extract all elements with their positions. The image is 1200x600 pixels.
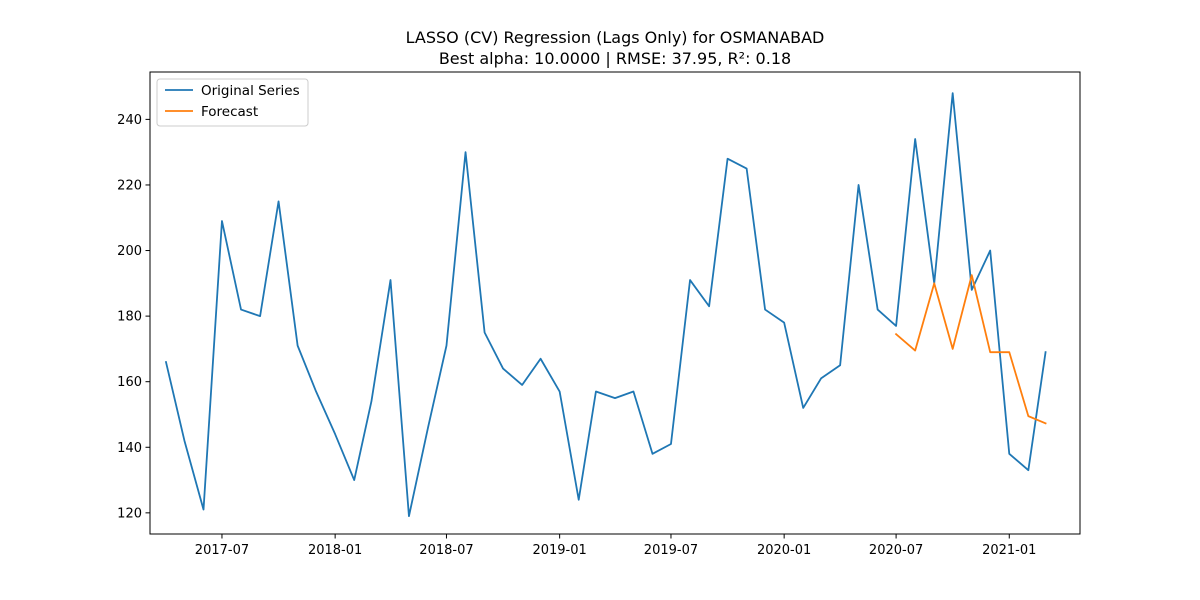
legend-label-original-series: Original Series (201, 83, 300, 99)
legend[interactable]: Original Series Forecast (156, 78, 309, 127)
chart-title: LASSO (CV) Regression (Lags Only) for OS… (406, 28, 825, 47)
x-tick-label: 2018-07 (419, 543, 473, 558)
y-tick-label: 120 (117, 506, 142, 521)
y-tick-label: 160 (117, 375, 142, 390)
x-tick-label: 2021-01 (982, 543, 1036, 558)
y-tick-label: 240 (117, 113, 142, 128)
y-tick-label: 200 (117, 244, 142, 259)
y-tick-label: 180 (117, 310, 142, 325)
series-line-original-series (164, 92, 1047, 518)
y-tick-label: 140 (117, 441, 142, 456)
x-tick-label: 2018-01 (308, 543, 362, 558)
y-tick-label: 220 (117, 178, 142, 193)
x-tick-label: 2020-01 (757, 543, 811, 558)
x-axis: 2017-07 2018-01 2018-07 2019-01 2019-07 2020-… (195, 534, 1036, 558)
x-tick-label: 2019-07 (644, 543, 698, 558)
x-tick-label: 2019-01 (532, 543, 586, 558)
legend-label-forecast: Forecast (201, 104, 258, 120)
x-tick-label: 2017-07 (195, 543, 249, 558)
chart-subtitle: Best alpha: 10.0000 | RMSE: 37.95, R²: 0… (439, 49, 791, 68)
series-layer (164, 92, 1047, 518)
series-line-forecast (894, 274, 1047, 425)
plot-frame (149, 71, 1081, 535)
y-axis: 120 140 160 180 200 220 240 (117, 113, 150, 521)
legend-box (156, 78, 309, 127)
x-tick-label: 2020-07 (869, 543, 923, 558)
